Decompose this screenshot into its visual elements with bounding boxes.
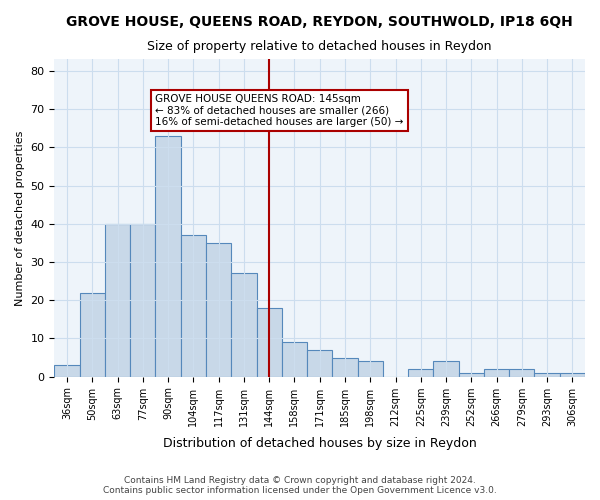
Bar: [257, 308, 282, 376]
Y-axis label: Number of detached properties: Number of detached properties: [15, 130, 25, 306]
Bar: [458, 373, 484, 376]
Bar: [358, 362, 383, 376]
Bar: [332, 358, 358, 376]
Bar: [155, 136, 181, 376]
Bar: [509, 369, 535, 376]
Bar: [105, 224, 130, 376]
Text: Contains HM Land Registry data © Crown copyright and database right 2024.
Contai: Contains HM Land Registry data © Crown c…: [103, 476, 497, 495]
Bar: [307, 350, 332, 376]
X-axis label: Distribution of detached houses by size in Reydon: Distribution of detached houses by size …: [163, 437, 476, 450]
Bar: [80, 292, 105, 376]
Text: Size of property relative to detached houses in Reydon: Size of property relative to detached ho…: [148, 40, 492, 53]
Bar: [484, 369, 509, 376]
Title: GROVE HOUSE, QUEENS ROAD, REYDON, SOUTHWOLD, IP18 6QH: GROVE HOUSE, QUEENS ROAD, REYDON, SOUTHW…: [67, 15, 573, 29]
Bar: [408, 369, 433, 376]
Bar: [55, 365, 80, 376]
Bar: [206, 243, 231, 376]
Bar: [282, 342, 307, 376]
Bar: [181, 235, 206, 376]
Bar: [130, 224, 155, 376]
Bar: [560, 373, 585, 376]
Bar: [535, 373, 560, 376]
Bar: [433, 362, 458, 376]
Bar: [231, 274, 257, 376]
Text: GROVE HOUSE QUEENS ROAD: 145sqm
← 83% of detached houses are smaller (266)
16% o: GROVE HOUSE QUEENS ROAD: 145sqm ← 83% of…: [155, 94, 404, 127]
